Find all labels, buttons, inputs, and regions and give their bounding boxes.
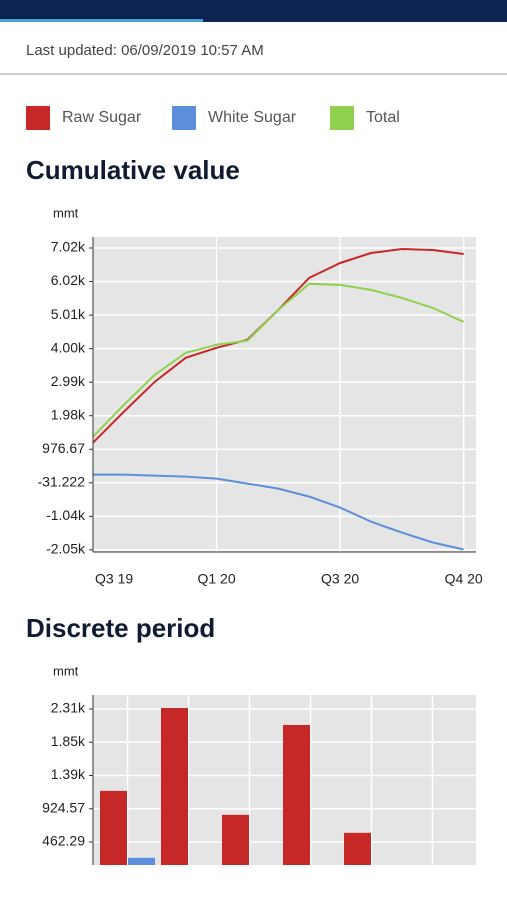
last-updated: Last updated: 06/09/2019 10:57 AM <box>26 42 264 59</box>
y-tick-label: 4.00k <box>51 339 86 355</box>
legend-label: White Sugar <box>208 109 297 126</box>
legend: Raw Sugar White Sugar Total <box>26 106 400 130</box>
y-tick-label: 462.29 <box>42 833 85 849</box>
legend-swatch <box>26 106 50 130</box>
plot-area <box>93 237 476 552</box>
series-line <box>92 282 465 438</box>
bar <box>128 857 155 865</box>
x-tick-label: Q3 20 <box>321 571 359 587</box>
y-tick-label: 7.02k <box>51 239 86 255</box>
x-tick-label: Q3 19 <box>95 571 133 587</box>
y-axis-label: mmt <box>53 205 79 220</box>
bar <box>100 790 127 865</box>
x-tick-label: Q4 20 <box>445 571 483 587</box>
y-tick-label: -31.222 <box>38 474 86 490</box>
section-title: Cumulative value <box>26 155 240 185</box>
y-tick-label: -2.05k <box>46 541 86 557</box>
y-tick-label: 2.99k <box>51 373 86 389</box>
y-tick-label: 5.01k <box>51 306 86 322</box>
bar <box>344 832 371 865</box>
section-title: Discrete period <box>26 613 215 643</box>
y-tick-label: 1.39k <box>51 766 86 782</box>
y-axis-label: mmt <box>53 663 79 678</box>
progress-bar <box>0 19 203 22</box>
legend-swatch <box>172 106 196 130</box>
x-tick-label: Q1 20 <box>197 571 235 587</box>
y-tick-label: -1.04k <box>46 507 86 523</box>
top-bar <box>0 0 507 22</box>
bar <box>161 708 188 865</box>
legend-label: Raw Sugar <box>62 109 142 126</box>
legend-swatch <box>330 106 354 130</box>
y-tick-label: 6.02k <box>51 272 86 288</box>
y-tick-label: 2.31k <box>51 700 86 716</box>
y-tick-label: 1.85k <box>51 733 86 749</box>
y-tick-label: 1.98k <box>51 406 86 422</box>
bar <box>283 725 310 865</box>
y-tick-label: 976.67 <box>42 440 85 456</box>
series-line <box>93 473 464 551</box>
legend-label: Total <box>366 109 400 126</box>
y-tick-label: 924.57 <box>42 799 85 815</box>
bar <box>222 814 249 865</box>
